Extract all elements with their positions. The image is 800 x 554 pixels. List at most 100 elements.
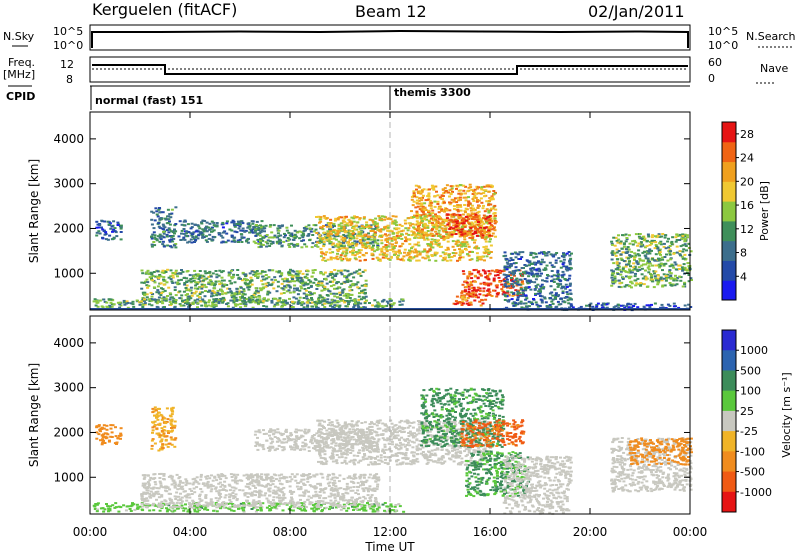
- scatter-cell: [191, 277, 195, 280]
- scatter-cell: [438, 233, 442, 236]
- scatter-cell: [623, 285, 627, 288]
- scatter-cell: [628, 271, 632, 274]
- scatter-cell: [174, 206, 178, 209]
- scatter-cell: [162, 296, 166, 299]
- scatter-cell: [351, 234, 355, 237]
- scatter-cell: [621, 234, 624, 237]
- scatter-cell: [521, 273, 525, 276]
- scatter-cell: [344, 294, 348, 297]
- scatter-cell: [241, 279, 244, 282]
- scatter-cell: [215, 294, 219, 297]
- scatter-cell: [536, 283, 540, 286]
- scatter-cell: [423, 248, 427, 251]
- scatter-cell: [672, 266, 676, 269]
- scatter-cell: [190, 222, 194, 225]
- scatter-cell: [337, 305, 341, 308]
- scatter-cell: [256, 275, 260, 278]
- scatter-cell: [443, 224, 447, 227]
- scatter-cell: [322, 288, 326, 291]
- scatter-cell: [348, 236, 352, 239]
- scatter-cell: [620, 247, 624, 250]
- scatter-cell: [663, 256, 667, 258]
- scatter-cell: [560, 287, 564, 290]
- scatter-cell: [391, 303, 395, 306]
- scatter-cell: [344, 305, 348, 308]
- scatter-cell: [321, 241, 324, 244]
- scatter-cell: [615, 239, 619, 242]
- scatter-cell: [276, 502, 280, 505]
- scatter-cell: [668, 248, 672, 251]
- scatter-cell: [503, 251, 507, 254]
- scatter-cell: [329, 256, 333, 259]
- scatter-cell: [349, 299, 353, 302]
- scatter-cell: [304, 225, 308, 228]
- scatter-cell: [652, 239, 656, 242]
- scatter-cell: [320, 251, 323, 254]
- scatter-cell: [514, 289, 518, 292]
- scatter-cell: [270, 301, 274, 304]
- scatter-cell: [149, 298, 153, 300]
- scatter-cell: [232, 236, 236, 239]
- scatter-cell: [657, 259, 661, 262]
- scatter-cell: [494, 235, 497, 238]
- scatter-cell: [416, 253, 420, 256]
- scatter-cell: [249, 296, 253, 299]
- scatter-cell: [465, 302, 469, 305]
- scatter-cell: [244, 275, 248, 278]
- scatter-cell: [213, 287, 217, 290]
- scatter-cell: [105, 503, 108, 505]
- scatter-cell: [505, 278, 509, 281]
- scatter-cell: [364, 283, 368, 286]
- scatter-cell: [442, 235, 446, 238]
- scatter-cell: [348, 219, 352, 222]
- scatter-cell: [352, 306, 356, 309]
- scatter-cell: [274, 279, 277, 282]
- scatter-cell: [385, 505, 389, 508]
- scatter-cell: [644, 255, 648, 258]
- scatter-cell: [543, 267, 547, 270]
- scatter-cell: [170, 208, 174, 211]
- scatter-cell: [310, 275, 314, 278]
- scatter-cell: [517, 269, 521, 272]
- scatter-cell: [358, 259, 362, 262]
- scatter-cell: [174, 299, 178, 301]
- scatter-cell: [316, 245, 320, 248]
- scatter-cell: [628, 242, 632, 245]
- scatter-cell: [331, 276, 335, 279]
- scatter-cell: [472, 196, 476, 199]
- scatter-cell: [568, 283, 572, 286]
- scatter-cell: [462, 217, 466, 220]
- scatter-cell: [424, 213, 428, 216]
- scatter-cell: [470, 218, 474, 220]
- scatter-cell: [254, 296, 258, 299]
- scatter-cell: [633, 255, 637, 258]
- scatter-cell: [335, 243, 339, 246]
- scatter-cell: [290, 232, 294, 235]
- scatter-cell: [385, 250, 389, 253]
- scatter-cell: [316, 241, 320, 244]
- scatter-cell: [477, 247, 480, 250]
- scatter-cell: [189, 278, 193, 280]
- scatter-cell: [422, 218, 426, 221]
- scatter-cell: [680, 255, 684, 258]
- scatter-cell: [273, 276, 277, 279]
- scatter-cell: [374, 226, 378, 229]
- scatter-cell: [135, 507, 139, 510]
- scatter-cell: [545, 252, 549, 255]
- scatter-cell: [448, 228, 452, 230]
- scatter-cell: [559, 260, 563, 263]
- scatter-cell: [420, 233, 424, 236]
- scatter-cell: [160, 297, 164, 300]
- scatter-cell: [210, 220, 214, 223]
- scatter-cell: [248, 228, 252, 231]
- scatter-cell: [368, 302, 371, 304]
- scatter-cell: [459, 231, 463, 234]
- scatter-cell: [620, 281, 624, 284]
- scatter-cell: [203, 304, 207, 307]
- scatter-cell: [494, 274, 497, 277]
- scatter-cell: [241, 295, 244, 298]
- scatter-cell: [140, 287, 144, 290]
- scatter-cell: [466, 296, 470, 299]
- scatter-cell: [312, 510, 316, 513]
- scatter-cell: [461, 298, 465, 301]
